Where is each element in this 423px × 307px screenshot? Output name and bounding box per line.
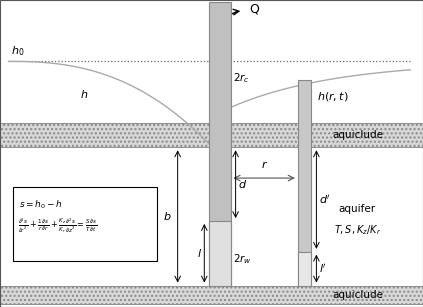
Text: $\frac{\partial^2 s}{\partial r^2} + \frac{1}{r}\frac{\partial s}{\partial r} + : $\frac{\partial^2 s}{\partial r^2} + \fr… [18,216,97,235]
Text: aquifer: aquifer [339,204,376,214]
Bar [209,221,231,286]
Text: $h$: $h$ [80,87,89,100]
Text: $h(r,t)$: $h(r,t)$ [317,90,349,103]
Text: $d'$: $d'$ [319,193,330,206]
Bar [0,286,423,304]
Text: $s = h_0 - h$: $s = h_0 - h$ [19,198,63,211]
Bar [0,123,423,147]
Text: aquiclude: aquiclude [332,130,383,140]
Bar [0,286,423,304]
Text: $l$: $l$ [197,247,202,259]
Bar [209,2,231,286]
Bar [0,123,423,147]
Text: $d$: $d$ [238,178,247,190]
Text: $r$: $r$ [261,159,268,170]
Text: $l'$: $l'$ [319,262,327,275]
Text: $b$: $b$ [163,210,171,223]
Text: aquiclude: aquiclude [332,290,383,300]
Bar [298,80,311,286]
Text: Q: Q [250,3,259,16]
Text: $T, S, K_z/K_r$: $T, S, K_z/K_r$ [334,223,381,237]
Bar [13,187,157,261]
Text: $h_0$: $h_0$ [11,44,24,58]
Text: $2r_c$: $2r_c$ [233,72,250,85]
Bar [298,252,311,286]
Text: $2r_w$: $2r_w$ [233,253,251,266]
